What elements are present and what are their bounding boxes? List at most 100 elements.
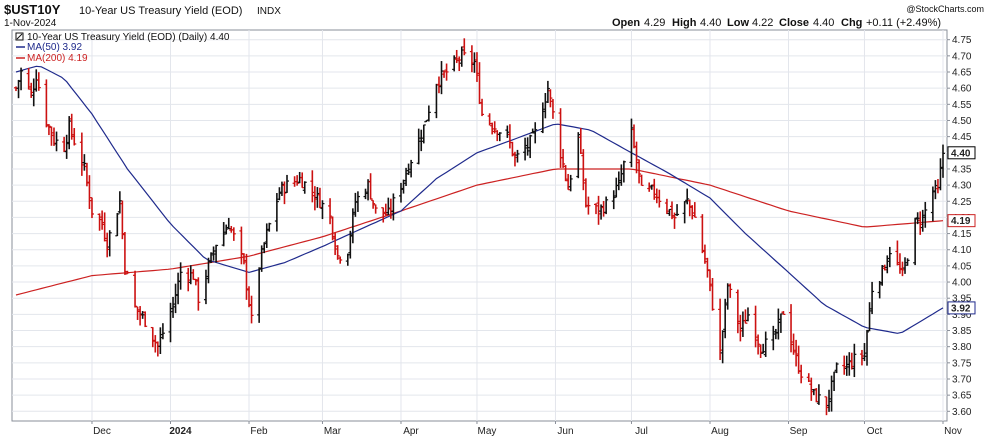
y-tick-label: 4.25	[952, 197, 972, 208]
x-tick-label: May	[478, 426, 497, 437]
ohlc-bar	[923, 201, 928, 228]
ohlc-bar	[915, 212, 920, 225]
ohlc-bar	[300, 172, 305, 189]
ohlc-bar	[776, 308, 781, 340]
ohlc-bar	[505, 125, 510, 138]
ohlc-bar	[832, 371, 837, 392]
ohlc-bar	[267, 222, 272, 232]
ohlc-bar	[763, 331, 768, 357]
ohlc-bar	[138, 306, 143, 326]
ohlc-bar	[637, 159, 642, 184]
close-label: Close	[779, 17, 809, 29]
ohlc-bar	[454, 49, 459, 64]
ohlc-bar	[474, 52, 479, 82]
ohlc-bar	[196, 277, 201, 311]
ohlc-bar	[634, 141, 639, 174]
ohlc-bar	[844, 355, 849, 376]
ohlc-bar	[26, 67, 31, 90]
ohlc-bar	[171, 296, 176, 318]
ohlc-bar	[150, 326, 155, 348]
ohlc-bar	[687, 199, 692, 217]
ohlc-bar	[905, 258, 910, 266]
ohlc-bar	[416, 128, 421, 165]
open-value: 4.29	[644, 17, 665, 29]
ohlc-bar	[594, 203, 599, 215]
ohlc-bar	[406, 163, 411, 175]
ohlc-bar	[244, 253, 249, 300]
y-tick-label: 4.45	[952, 132, 972, 143]
ohlc-bar	[419, 129, 424, 152]
ma50-layer	[15, 65, 944, 334]
ohlc-bar	[241, 253, 246, 265]
y-tick-label: 3.60	[952, 407, 972, 418]
ohlc-bar	[728, 283, 733, 298]
ohlc-bar	[335, 245, 340, 260]
ohlc-bar	[279, 181, 284, 196]
ohlc-bar	[824, 396, 829, 416]
ohlc-bar	[135, 306, 140, 320]
ohlc-bar	[328, 198, 333, 225]
ohlc-bar	[320, 200, 325, 220]
y-tick-label: 4.60	[952, 84, 972, 95]
ohlc-bar	[761, 343, 766, 354]
ma200-line	[15, 168, 944, 296]
y-tick-label: 4.70	[952, 51, 972, 62]
y-tick-label: 4.75	[952, 35, 972, 46]
ohlc-bar	[877, 280, 882, 299]
ohlc-bar	[69, 113, 74, 140]
ohlc-bar	[685, 188, 690, 205]
ohlc-bar	[586, 196, 591, 215]
ohlc-bar	[480, 98, 485, 117]
ohlc-bar	[404, 167, 409, 186]
ohlc-bar	[355, 191, 360, 212]
ohlc-bar	[140, 311, 145, 319]
high-value: 4.40	[700, 17, 721, 29]
ohlc-bar	[859, 349, 864, 366]
ohlc-bar	[745, 307, 750, 322]
ohlc-bar	[401, 179, 406, 194]
ohlc-bar	[178, 262, 183, 290]
ohlc-bar	[771, 325, 776, 351]
ohlc-bar	[900, 261, 905, 277]
ohlc-bar	[621, 160, 626, 183]
ohlc-bar	[158, 327, 163, 354]
ohlc-bar	[186, 267, 191, 292]
ohlc-bar	[510, 141, 515, 157]
ohlc-bar	[452, 55, 457, 72]
ohlc-bar	[548, 89, 553, 108]
ohlc-bar	[421, 124, 426, 144]
ma50-line	[15, 65, 944, 334]
ohlc-bar	[596, 195, 601, 225]
ohlc-bar	[512, 151, 517, 167]
ohlc-bar	[469, 45, 474, 73]
ohlc-bar	[211, 246, 216, 261]
ohlc-bar	[436, 76, 441, 94]
ohlc-bar	[647, 182, 652, 192]
ohlc-bar	[257, 267, 262, 323]
ohlc-bar	[718, 298, 723, 361]
ohlc-bar	[444, 63, 449, 81]
ohlc-bar	[581, 149, 586, 191]
ohlc-bar	[778, 313, 783, 333]
ohlc-bar	[649, 184, 654, 190]
ohlc-bar	[84, 162, 89, 187]
ohlc-bars	[14, 38, 945, 416]
ohlc-bar	[249, 295, 254, 324]
ohlc-bar	[282, 181, 287, 205]
exchange: INDX	[257, 6, 281, 17]
ohlc-bar	[46, 124, 51, 136]
ohlc-bar	[97, 213, 102, 231]
ohlc-bar	[89, 197, 94, 219]
ohlc-bar	[880, 265, 885, 286]
ohlc-bar	[720, 330, 725, 364]
ohlc-bar	[528, 134, 533, 159]
x-tick-label: Apr	[403, 426, 419, 437]
ohlc-bar	[82, 154, 87, 171]
ohlc-bar	[459, 46, 464, 67]
ohlc-bar	[865, 329, 870, 366]
legend-ma200: MA(200) 4.19	[27, 53, 88, 64]
ohlc-bar	[794, 339, 799, 367]
ohlc-bar	[371, 199, 376, 209]
ma200-layer	[15, 168, 944, 296]
ohlc-bar	[487, 113, 492, 126]
